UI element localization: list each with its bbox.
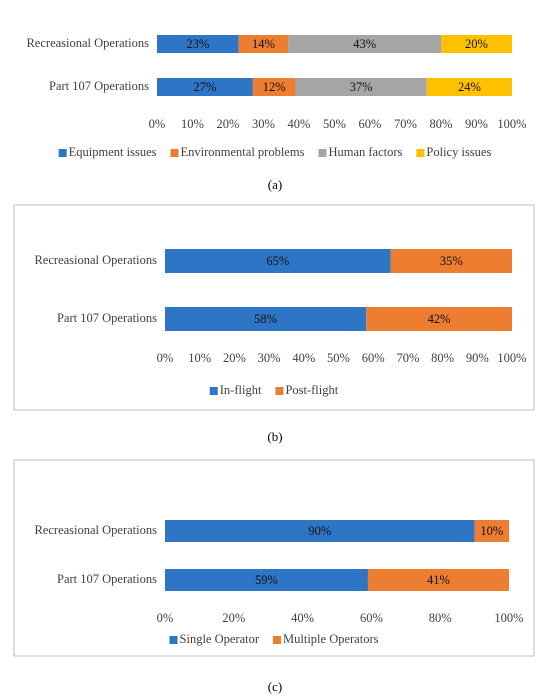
bar-segment: [441, 35, 512, 53]
bar-segment: [288, 35, 441, 53]
value-label: 14%: [252, 37, 275, 51]
x-tick-label: 80%: [430, 117, 453, 131]
x-tick-label: 40%: [292, 351, 315, 365]
legend-swatch: [209, 387, 218, 395]
category-label: Recreasional Operations: [34, 523, 157, 537]
category-label: Recreasional Operations: [34, 253, 157, 267]
legend-label: Policy issues: [426, 145, 491, 159]
chart-frame: [13, 459, 535, 657]
x-tick-label: 30%: [258, 351, 281, 365]
legend-swatch: [273, 636, 282, 644]
value-label: 23%: [186, 37, 209, 51]
bar-segment: [165, 520, 475, 542]
value-label: 37%: [350, 80, 373, 94]
legend-label: Human factors: [328, 145, 402, 159]
x-tick-label: 60%: [360, 611, 383, 625]
x-tick-label: 0%: [157, 611, 174, 625]
bar-segment: [367, 569, 509, 591]
x-tick-label: 30%: [252, 117, 275, 131]
legend: In-flight Post-flight: [209, 383, 339, 397]
x-tick-label: 100%: [497, 117, 526, 131]
x-tick-label: 80%: [431, 351, 454, 365]
x-tick-label: 40%: [288, 117, 311, 131]
legend-label: Single Operator: [180, 632, 260, 646]
value-label: 35%: [440, 254, 463, 268]
legend-label: Multiple Operators: [283, 632, 379, 646]
x-tick-label: 20%: [223, 351, 246, 365]
legend-label: In-flight: [220, 383, 262, 397]
bar-segment: [366, 307, 512, 331]
value-label: 12%: [263, 80, 286, 94]
x-tick-label: 10%: [181, 117, 204, 131]
bar-segment: [252, 78, 296, 96]
legend-swatch: [170, 149, 179, 157]
caption: (b): [267, 429, 282, 444]
value-label: 59%: [255, 573, 278, 587]
bar-segment: [165, 307, 367, 331]
value-label: 41%: [427, 573, 450, 587]
legend: Single Operator Multiple Operators: [169, 632, 379, 646]
category-label: Recreasional Operations: [26, 36, 149, 50]
value-label: 10%: [480, 524, 503, 538]
legend-swatch: [169, 636, 178, 644]
value-label: 58%: [254, 312, 277, 326]
bar-segment: [165, 249, 391, 273]
bar-segment: [295, 78, 427, 96]
value-label: 27%: [193, 80, 216, 94]
x-tick-label: 90%: [466, 351, 489, 365]
x-tick-label: 100%: [494, 611, 523, 625]
x-tick-label: 90%: [465, 117, 488, 131]
value-label: 20%: [465, 37, 488, 51]
bar-segment: [426, 78, 512, 96]
x-tick-label: 20%: [217, 117, 240, 131]
chart-frame: [13, 204, 535, 411]
legend-swatch: [275, 387, 284, 395]
bar-segment: [238, 35, 289, 53]
x-tick-label: 70%: [396, 351, 419, 365]
value-label: 24%: [458, 80, 481, 94]
x-tick-label: 100%: [497, 351, 526, 365]
value-label: 90%: [308, 524, 331, 538]
x-tick-label: 20%: [222, 611, 245, 625]
legend-label: Post-flight: [285, 383, 338, 397]
bar-segment: [165, 569, 368, 591]
category-label: Part 107 Operations: [57, 311, 157, 325]
bar-segment: [390, 249, 512, 273]
value-label: 42%: [428, 312, 451, 326]
x-tick-label: 80%: [429, 611, 452, 625]
bar-segment: [157, 35, 239, 53]
x-tick-label: 0%: [149, 117, 166, 131]
x-tick-label: 60%: [362, 351, 385, 365]
caption: (a): [268, 177, 282, 192]
category-label: Part 107 Operations: [49, 79, 149, 93]
x-tick-label: 60%: [359, 117, 382, 131]
bar-segment: [474, 520, 509, 542]
x-tick-label: 10%: [188, 351, 211, 365]
caption: (c): [268, 679, 282, 694]
legend-swatch: [318, 149, 327, 157]
legend: Equipment issues Environmental problems Hu…: [58, 145, 491, 159]
x-tick-label: 50%: [327, 351, 350, 365]
x-tick-label: 40%: [291, 611, 314, 625]
legend-label: Equipment issues: [69, 145, 157, 159]
legend-swatch: [58, 149, 67, 157]
x-tick-label: 0%: [157, 351, 174, 365]
x-tick-label: 70%: [394, 117, 417, 131]
legend-swatch: [416, 149, 425, 157]
value-label: 43%: [353, 37, 376, 51]
value-label: 65%: [266, 254, 289, 268]
category-label: Part 107 Operations: [57, 572, 157, 586]
legend-label: Environmental problems: [181, 145, 305, 159]
x-tick-label: 50%: [323, 117, 346, 131]
bar-segment: [157, 78, 253, 96]
